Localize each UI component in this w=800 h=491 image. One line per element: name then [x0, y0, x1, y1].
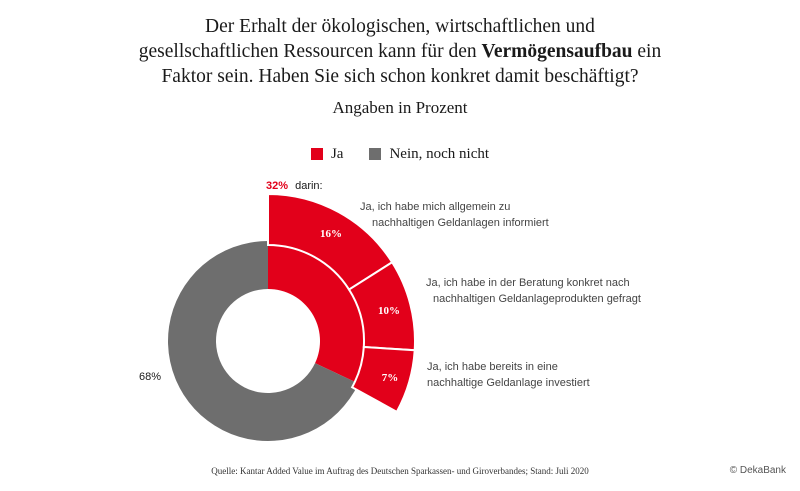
chart-title: Der Erhalt der ökologischen, wirtschaftl… — [0, 14, 800, 89]
annotation-2-line-1: Ja, ich habe in der Beratung konkret nac… — [426, 277, 630, 289]
title-line-2-end: ein — [632, 41, 662, 62]
legend-item-ja: Ja — [310, 145, 344, 163]
copyright: © DekaBank — [729, 465, 786, 476]
source-note: Quelle: Kantar Added Value im Auftrag de… — [211, 466, 589, 476]
legend-label-nein: Nein, noch nicht — [389, 145, 490, 162]
annotation-3-line-2: nachhaltige Geldanlage investiert — [427, 377, 590, 389]
annotation-1-line-1: Ja, ich habe mich allgemein zu — [360, 201, 510, 213]
legend-swatch-ja — [310, 148, 323, 160]
breakdown-total: 32% — [266, 180, 288, 192]
annotation-2-line-2: nachhaltigen Geldanlageprodukten gefragt — [433, 293, 641, 305]
annotation-3-line-1: Ja, ich habe bereits in eine — [427, 361, 558, 373]
breakdown-header: 32% darin: — [266, 180, 323, 192]
chart-legend: Ja Nein, noch nicht — [0, 143, 800, 165]
annotation-1-line-2: nachhaltigen Geldanlagen informiert — [372, 217, 549, 229]
legend-label-ja: Ja — [330, 145, 344, 162]
title-line-2: gesellschaftlichen Ressourcen kann für d… — [0, 39, 800, 64]
breakdown-value-10: 10% — [378, 305, 400, 317]
title-line-3: Faktor sein. Haben Sie sich schon konkre… — [161, 66, 639, 87]
breakdown-segment-7 — [350, 345, 416, 414]
legend-item-nein: Nein, noch nicht — [369, 146, 489, 163]
breakdown-header-text: darin: — [295, 180, 323, 192]
legend-swatch-nein — [369, 148, 382, 160]
donut-slice-nein — [167, 241, 359, 441]
title-line-2-start: gesellschaftlichen Ressourcen kann für d… — [138, 41, 482, 62]
breakdown-annotations: Ja, ich habe mich allgemein zu nachhalti… — [360, 201, 641, 389]
breakdown-segments — [267, 192, 416, 414]
chart-labels: 68% 32% darin: 16% 10% 7% Ja, ich habe m… — [139, 180, 641, 389]
title-line-1: Der Erhalt der ökologischen, wirtschaftl… — [205, 16, 595, 37]
slice-label-nein: 68% — [139, 371, 161, 383]
title-line-2-bold: Vermögensaufbau — [481, 41, 633, 62]
breakdown-value-16: 16% — [320, 228, 342, 240]
chart-subtitle: Angaben in Prozent — [332, 98, 468, 117]
breakdown-value-7: 7% — [382, 372, 399, 384]
